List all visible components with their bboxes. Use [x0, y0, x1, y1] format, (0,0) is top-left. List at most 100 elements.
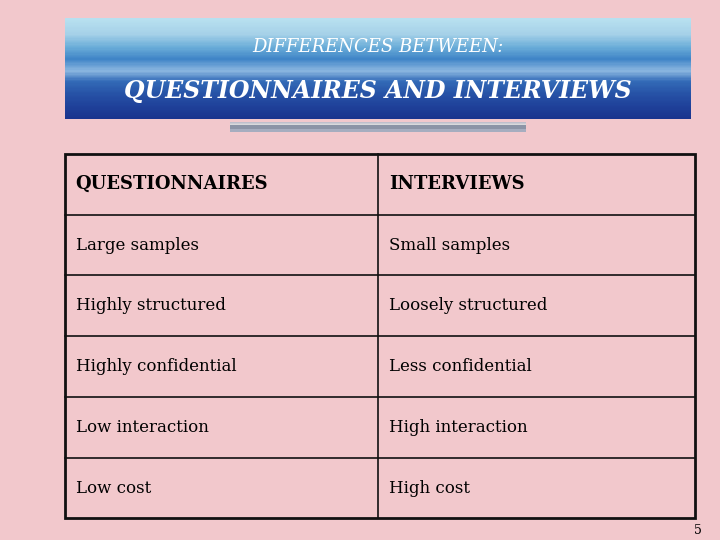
FancyBboxPatch shape: [65, 61, 691, 63]
Text: High interaction: High interaction: [389, 419, 528, 436]
Text: Less confidential: Less confidential: [389, 358, 531, 375]
FancyBboxPatch shape: [65, 86, 691, 87]
Text: 5: 5: [694, 524, 702, 537]
FancyBboxPatch shape: [65, 76, 691, 78]
FancyBboxPatch shape: [65, 57, 691, 59]
FancyBboxPatch shape: [65, 37, 691, 39]
FancyBboxPatch shape: [65, 110, 691, 111]
FancyBboxPatch shape: [65, 56, 691, 58]
Text: Large samples: Large samples: [76, 237, 199, 253]
FancyBboxPatch shape: [65, 67, 691, 69]
FancyBboxPatch shape: [65, 36, 691, 38]
FancyBboxPatch shape: [65, 102, 691, 104]
FancyBboxPatch shape: [65, 19, 691, 22]
FancyBboxPatch shape: [65, 33, 691, 35]
FancyBboxPatch shape: [65, 22, 691, 24]
FancyBboxPatch shape: [230, 126, 526, 127]
FancyBboxPatch shape: [65, 59, 691, 62]
FancyBboxPatch shape: [65, 27, 691, 29]
FancyBboxPatch shape: [65, 98, 691, 100]
Text: Low cost: Low cost: [76, 480, 151, 496]
Text: QUESTIONNAIRES AND INTERVIEWS: QUESTIONNAIRES AND INTERVIEWS: [124, 79, 632, 103]
FancyBboxPatch shape: [65, 68, 691, 70]
FancyBboxPatch shape: [65, 75, 691, 76]
FancyBboxPatch shape: [65, 52, 691, 54]
FancyBboxPatch shape: [230, 127, 526, 129]
FancyBboxPatch shape: [65, 97, 691, 99]
FancyBboxPatch shape: [65, 31, 691, 32]
FancyBboxPatch shape: [65, 88, 691, 90]
FancyBboxPatch shape: [65, 51, 691, 52]
FancyBboxPatch shape: [65, 101, 691, 103]
FancyBboxPatch shape: [65, 90, 691, 91]
Text: Highly structured: Highly structured: [76, 298, 225, 314]
FancyBboxPatch shape: [230, 130, 526, 131]
FancyBboxPatch shape: [65, 43, 691, 45]
FancyBboxPatch shape: [230, 125, 526, 126]
FancyBboxPatch shape: [65, 26, 691, 28]
FancyBboxPatch shape: [65, 21, 691, 23]
FancyBboxPatch shape: [65, 63, 691, 65]
FancyBboxPatch shape: [65, 46, 691, 48]
FancyBboxPatch shape: [65, 32, 691, 34]
FancyBboxPatch shape: [65, 91, 691, 92]
FancyBboxPatch shape: [65, 103, 691, 105]
FancyBboxPatch shape: [65, 108, 691, 110]
FancyBboxPatch shape: [230, 128, 526, 130]
FancyBboxPatch shape: [230, 131, 526, 132]
FancyBboxPatch shape: [65, 112, 691, 114]
FancyBboxPatch shape: [65, 25, 691, 26]
FancyBboxPatch shape: [230, 124, 526, 125]
Text: Low interaction: Low interaction: [76, 419, 209, 436]
FancyBboxPatch shape: [65, 117, 691, 119]
FancyBboxPatch shape: [65, 113, 691, 115]
Text: INTERVIEWS: INTERVIEWS: [389, 176, 524, 193]
FancyBboxPatch shape: [65, 72, 691, 74]
FancyBboxPatch shape: [65, 83, 691, 85]
FancyBboxPatch shape: [65, 41, 691, 43]
FancyBboxPatch shape: [65, 53, 691, 55]
FancyBboxPatch shape: [65, 66, 691, 68]
FancyBboxPatch shape: [65, 23, 691, 25]
Text: High cost: High cost: [389, 480, 470, 496]
FancyBboxPatch shape: [65, 30, 691, 31]
Text: Small samples: Small samples: [389, 237, 510, 253]
FancyBboxPatch shape: [65, 87, 691, 89]
FancyBboxPatch shape: [65, 39, 691, 42]
FancyBboxPatch shape: [65, 35, 691, 36]
FancyBboxPatch shape: [65, 28, 691, 30]
FancyBboxPatch shape: [65, 107, 691, 109]
FancyBboxPatch shape: [65, 73, 691, 75]
Text: Highly confidential: Highly confidential: [76, 358, 236, 375]
FancyBboxPatch shape: [230, 122, 526, 124]
FancyBboxPatch shape: [65, 105, 691, 106]
FancyBboxPatch shape: [65, 58, 691, 60]
FancyBboxPatch shape: [65, 99, 691, 102]
FancyBboxPatch shape: [65, 38, 691, 40]
FancyBboxPatch shape: [65, 78, 691, 80]
FancyBboxPatch shape: [65, 116, 691, 118]
FancyBboxPatch shape: [65, 42, 691, 44]
FancyBboxPatch shape: [65, 111, 691, 112]
FancyBboxPatch shape: [65, 70, 691, 71]
FancyBboxPatch shape: [65, 65, 691, 66]
FancyBboxPatch shape: [65, 93, 691, 95]
Text: DIFFERENCES BETWEEN:: DIFFERENCES BETWEEN:: [252, 38, 504, 56]
FancyBboxPatch shape: [65, 85, 691, 86]
FancyBboxPatch shape: [65, 79, 691, 82]
FancyBboxPatch shape: [65, 45, 691, 46]
FancyBboxPatch shape: [65, 114, 691, 116]
FancyBboxPatch shape: [65, 18, 691, 20]
FancyBboxPatch shape: [65, 48, 691, 50]
FancyBboxPatch shape: [65, 92, 691, 94]
FancyBboxPatch shape: [65, 82, 691, 84]
FancyBboxPatch shape: [65, 96, 691, 98]
FancyBboxPatch shape: [65, 62, 691, 64]
Text: QUESTIONNAIRES: QUESTIONNAIRES: [76, 176, 269, 193]
FancyBboxPatch shape: [65, 154, 695, 518]
FancyBboxPatch shape: [230, 129, 526, 130]
FancyBboxPatch shape: [65, 55, 691, 56]
FancyBboxPatch shape: [65, 47, 691, 49]
FancyBboxPatch shape: [65, 94, 691, 96]
Text: Loosely structured: Loosely structured: [389, 298, 547, 314]
